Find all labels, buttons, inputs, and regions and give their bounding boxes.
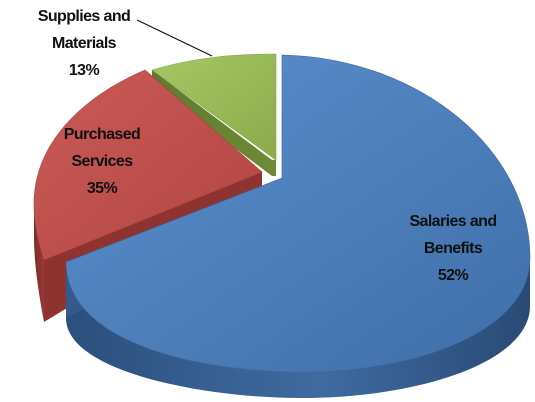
label-salaries-line1: Salaries and — [409, 213, 496, 230]
label-salaries-line2: Benefits — [424, 240, 483, 257]
slice-purchased-side — [34, 204, 44, 322]
slice-supplies-top — [151, 53, 277, 161]
label-purchased-percent: 35% — [87, 180, 118, 197]
label-supplies-line2: Materials — [52, 35, 117, 52]
slice-supplies-edge — [272, 160, 276, 176]
label-purchased-line2: Services — [71, 153, 133, 170]
leader-line-supplies — [136, 19, 213, 57]
label-purchased-services: Purchased Services 35% — [64, 126, 141, 197]
label-purchased-line1: Purchased — [64, 126, 140, 143]
slice-purchased-top — [33, 69, 263, 261]
label-supplies-percent: 13% — [69, 62, 100, 79]
label-supplies-line1: Supplies and — [38, 8, 130, 25]
slice-supplies-and-materials — [151, 53, 277, 176]
slice-supplies-side — [152, 70, 272, 176]
slice-salaries-top — [65, 54, 531, 373]
label-salaries-percent: 52% — [438, 267, 469, 284]
slice-salaries-side — [66, 258, 530, 398]
label-salaries-and-benefits: Salaries and Benefits 52% — [409, 213, 497, 284]
label-supplies-and-materials: Supplies and Materials 13% — [38, 8, 131, 79]
slice-salaries-and-benefits — [65, 54, 531, 398]
